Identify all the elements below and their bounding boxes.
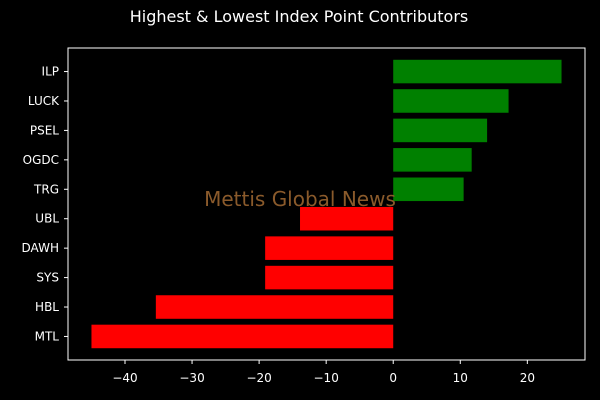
y-tick-label: DAWH (22, 241, 59, 255)
bar-dawh (265, 236, 394, 260)
bar-ogdc (393, 148, 472, 172)
x-tick-label: −10 (314, 371, 339, 385)
x-axis-ticks: −40 −30 −20 −10 0 10 20 (112, 360, 535, 385)
x-tick-label: −30 (179, 371, 204, 385)
bar-sys (265, 265, 394, 290)
bar-ilp (393, 59, 562, 84)
bar-luck (393, 89, 509, 113)
bar-hbl (155, 295, 394, 319)
y-tick-label: OGDC (23, 153, 59, 167)
y-tick-label: PSEL (30, 123, 59, 137)
watermark: Mettis Global News (204, 187, 396, 211)
y-tick-label: LUCK (28, 94, 60, 108)
y-axis-ticks: ILP LUCK PSEL OGDC TRG UBL DAWH SYS HBL MTL (22, 65, 68, 343)
bar-mtl (91, 324, 394, 349)
bar-psel (393, 118, 488, 143)
y-tick-label: UBL (35, 212, 59, 226)
x-tick-label: 10 (453, 371, 468, 385)
x-tick-label: −20 (246, 371, 271, 385)
y-tick-label: MTL (35, 329, 60, 343)
x-tick-label: 0 (389, 371, 397, 385)
y-tick-label: ILP (42, 65, 59, 79)
bar-trg (393, 177, 464, 202)
chart-title: Highest & Lowest Index Point Contributor… (130, 7, 469, 26)
x-tick-label: −40 (112, 371, 137, 385)
y-tick-label: SYS (36, 271, 59, 285)
bar-ubl (300, 206, 394, 231)
plot-area-frame (67, 47, 586, 361)
y-tick-label: HBL (35, 300, 59, 314)
x-tick-label: 20 (520, 371, 535, 385)
bars-group (91, 59, 562, 349)
y-tick-label: TRG (33, 182, 59, 196)
